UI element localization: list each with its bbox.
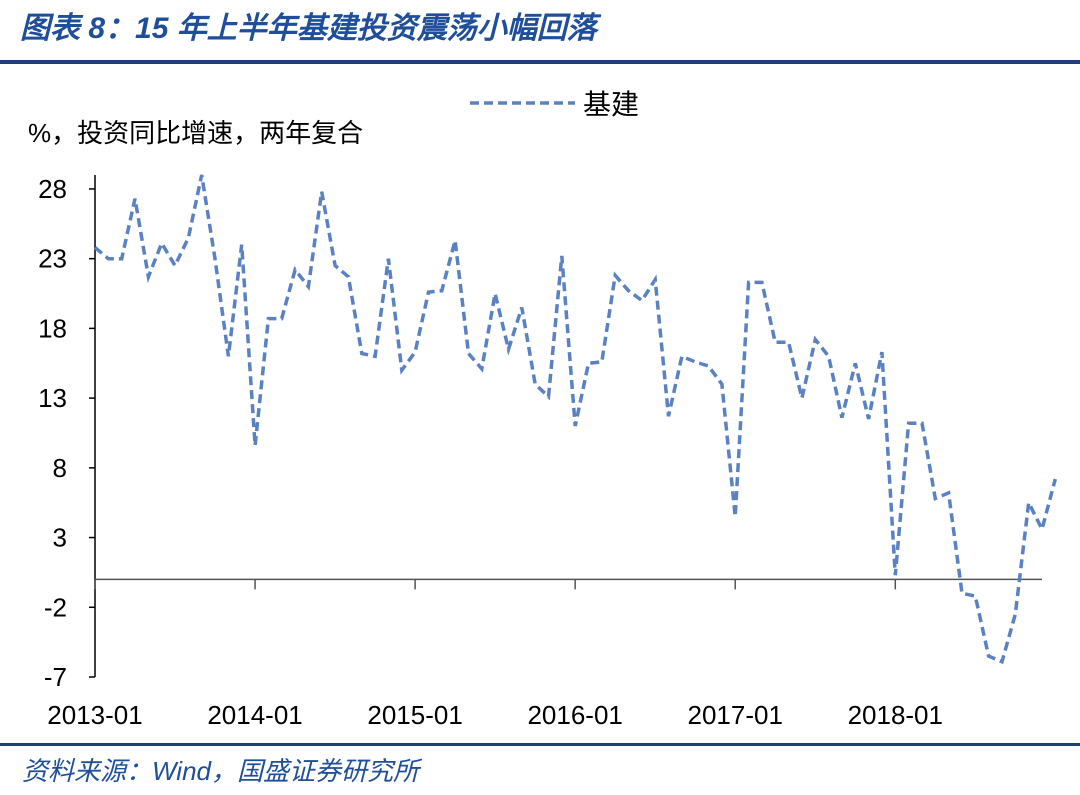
source: 资料来源：Wind，国盛证券研究所 [22, 756, 423, 786]
x-tick-label: 2013-01 [47, 700, 142, 730]
series-line [93, 174, 1057, 665]
title: 图表 8：15 年上半年基建投资震荡小幅回落 [20, 12, 602, 45]
y-tick-label: 23 [38, 244, 67, 274]
title-rule [0, 60, 1080, 64]
footer-rule [0, 743, 1080, 746]
y-axis-label: %，投资同比增速，两年复合 [28, 118, 363, 148]
x-tick-label: 2018-01 [848, 700, 943, 730]
legend-label: 基建 [583, 89, 639, 120]
y-tick-label: -7 [44, 662, 67, 692]
y-tick-label: 28 [38, 174, 67, 204]
x-tick-label: 2016-01 [527, 700, 622, 730]
y-tick-label: -2 [44, 592, 67, 622]
y-tick-label: 8 [53, 453, 67, 483]
x-tick-label: 2014-01 [207, 700, 302, 730]
x-tick-label: 2017-01 [688, 700, 783, 730]
y-tick-label: 3 [53, 523, 67, 553]
x-tick-label: 2015-01 [367, 700, 462, 730]
y-tick-label: 18 [38, 313, 67, 343]
y-tick-label: 13 [38, 383, 67, 413]
